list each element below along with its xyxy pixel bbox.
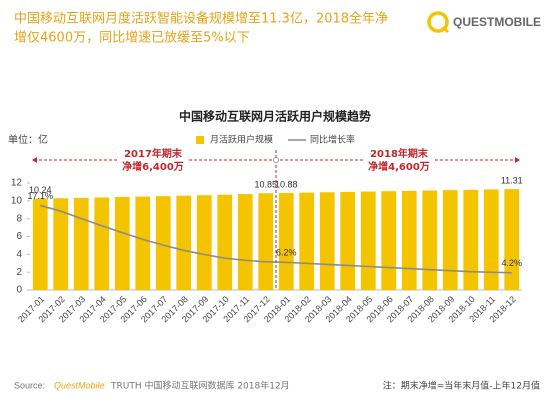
annotation-text: 2017年期末 — [124, 147, 183, 160]
bar — [176, 195, 192, 290]
bar — [442, 190, 458, 290]
headline-line: 中国移动互联网月度活跃智能设备规模增至11.3亿，2018全年净 — [14, 11, 388, 27]
bar-value-label: 10.88 — [275, 179, 298, 189]
bar — [53, 198, 69, 290]
bar — [319, 192, 335, 290]
y-tick-label: 4 — [16, 249, 22, 260]
bar — [278, 192, 294, 290]
bar — [32, 198, 48, 290]
bar-value-label: 11.31 — [501, 176, 523, 186]
bar — [340, 191, 356, 290]
annotation-box — [119, 146, 187, 174]
logo-icon-tail — [441, 25, 450, 34]
bar — [217, 194, 233, 290]
chart-title: 中国移动互联网月活跃用户规模趋势 — [179, 109, 371, 124]
bar — [483, 189, 499, 290]
headline-line: 增仅4600万，同比增速已放缓至5%以下 — [14, 31, 250, 46]
line-value-label: 6.2% — [276, 248, 297, 258]
note: 注：期末净增=当年末月值-上年12月值 — [383, 380, 540, 392]
source-text: TRUTH 中国移动互联网数据库 2018年12月 — [110, 380, 290, 392]
logo: QUESTMOBILE — [427, 11, 541, 34]
bar — [155, 196, 171, 290]
arrow-head — [32, 157, 37, 163]
logo-icon — [427, 11, 449, 33]
logo-text: QUESTMOBILE — [453, 15, 541, 29]
bar — [237, 194, 253, 290]
annotation-box — [365, 146, 433, 174]
bar — [504, 189, 520, 290]
arrow-head — [515, 157, 520, 163]
legend-swatch — [196, 136, 204, 144]
divider-marker — [273, 157, 279, 163]
y-tick-label: 0 — [16, 285, 22, 296]
unit-label: 单位：亿 — [8, 133, 48, 146]
bar — [422, 190, 438, 290]
bar — [196, 195, 212, 290]
bar-value-label: 10.85 — [254, 180, 277, 190]
bar — [299, 192, 315, 290]
bar — [94, 197, 110, 290]
y-tick-label: 6 — [16, 231, 22, 242]
legend-label: 月活跃用户规模 — [210, 134, 273, 146]
bar-value-label: 10.24 — [29, 185, 52, 195]
bar — [463, 189, 479, 290]
annotation-text: 2018年期末 — [370, 147, 429, 160]
bar — [73, 197, 89, 290]
bar — [114, 196, 130, 290]
y-tick-label: 12 — [11, 178, 23, 189]
bar — [258, 193, 274, 290]
bar — [381, 191, 397, 290]
legend-label: 同比增长率 — [310, 134, 355, 146]
y-tick-label: 10 — [11, 195, 23, 206]
y-tick-label: 2 — [16, 267, 22, 278]
bar — [360, 191, 376, 290]
source-brand: QuestMobile — [54, 380, 105, 390]
annotation-text: 净增4,600万 — [368, 160, 430, 173]
source-label: Source: — [14, 380, 45, 390]
line-value-label: 17.1% — [27, 191, 53, 201]
bar — [135, 196, 151, 290]
y-tick-label: 8 — [16, 213, 22, 224]
line-value-label: 4.2% — [501, 258, 522, 268]
annotation-text: 净增6,400万 — [122, 160, 184, 173]
bar — [401, 190, 417, 290]
